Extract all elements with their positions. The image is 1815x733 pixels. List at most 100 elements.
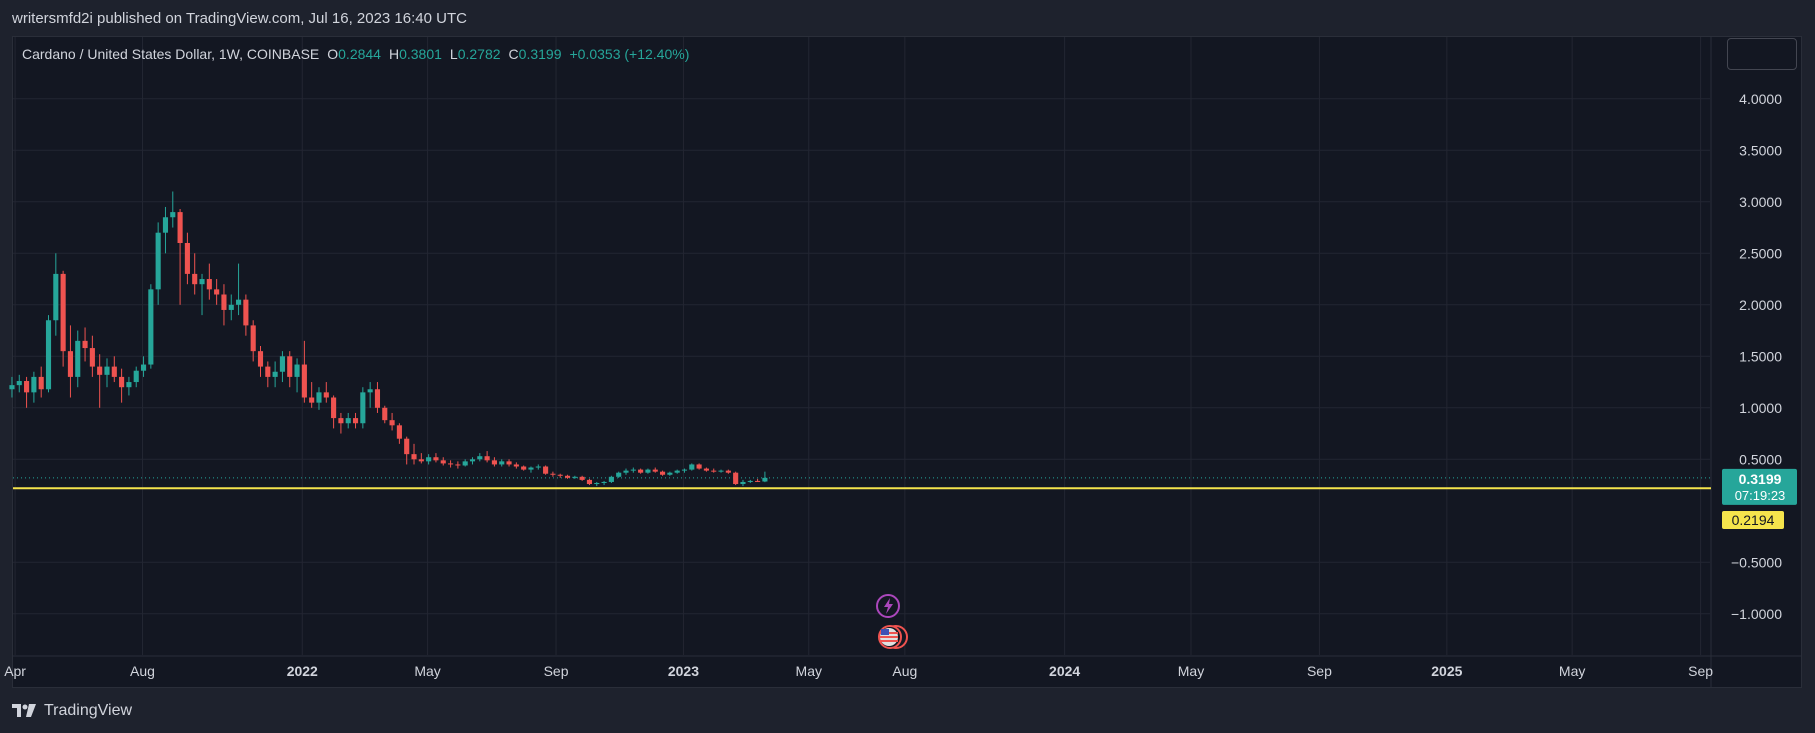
candle-body	[31, 376, 37, 393]
hline-price-label: 0.2194	[1732, 512, 1775, 528]
candle-body	[557, 474, 563, 476]
brand-label: TradingView	[44, 701, 133, 719]
candle-body	[667, 472, 673, 475]
tradingview-logo[interactable]: TradingView	[12, 702, 132, 720]
candle-body	[38, 376, 44, 390]
candle-body	[696, 464, 702, 469]
candle-body	[148, 289, 154, 365]
close-key: C	[508, 46, 519, 62]
chart-toolbar-button[interactable]	[1727, 38, 1797, 70]
candle-body	[133, 370, 139, 383]
candle-body	[762, 477, 768, 482]
header-bar: writersmfd2i published on TradingView.co…	[0, 0, 1815, 36]
chart-legend: Cardano / United States Dollar, 1W, COIN…	[22, 46, 689, 62]
candle-body	[16, 381, 22, 386]
candle-body	[155, 232, 161, 290]
y-axis: −1.0000 −0.5000 0.5000 1.0000 1.5000 2.0000 2.…	[1731, 91, 1782, 622]
candle-body	[521, 466, 527, 470]
x-tick-label: 2025	[1431, 663, 1462, 679]
symbol-title: Cardano / United States Dollar, 1W, COIN…	[22, 46, 320, 62]
high-key: H	[388, 46, 400, 62]
y-tick-label: 1.0000	[1739, 400, 1782, 416]
candle-body	[477, 456, 483, 460]
candle-body	[9, 385, 15, 390]
candle-body	[579, 476, 585, 480]
candle-body	[733, 472, 739, 485]
candle-body	[257, 351, 264, 367]
candle-body	[652, 469, 658, 472]
chart-area[interactable]	[12, 36, 1802, 688]
candle-body	[221, 294, 227, 310]
candle-body	[119, 376, 125, 388]
us-flag-icon[interactable]	[878, 625, 908, 649]
candle-body	[645, 469, 651, 473]
x-tick-label: Apr	[4, 663, 26, 679]
candle-body	[243, 299, 249, 326]
candle-body	[469, 459, 476, 462]
x-tick-label: 2023	[668, 663, 699, 679]
candle-body	[528, 467, 534, 470]
x-tick-label: Sep	[1688, 663, 1713, 679]
candle-body	[67, 351, 73, 377]
candle-body	[82, 340, 88, 349]
candle-body	[104, 366, 110, 375]
candle-body	[279, 356, 285, 372]
hline-price-badge	[1722, 511, 1784, 529]
candle-body	[250, 325, 256, 352]
x-tick-label: 2022	[287, 663, 318, 679]
candle-body	[594, 482, 600, 485]
candle-body	[623, 470, 629, 473]
candle-body	[316, 392, 322, 403]
candle-body	[309, 397, 315, 403]
candle-body	[60, 273, 66, 352]
candle-body	[601, 481, 607, 483]
candle-body	[506, 461, 512, 465]
open-key: O	[327, 46, 339, 62]
x-axis: Apr Aug 2022 May Sep 2023 May Aug 2024 May Sep 2025…	[4, 663, 1713, 679]
candle-body	[199, 279, 205, 285]
grid-layer	[13, 37, 1801, 688]
y-tick-label: −0.5000	[1731, 554, 1782, 570]
candle-body	[294, 364, 300, 377]
y-tick-label: 1.5000	[1739, 348, 1782, 364]
candle-body	[630, 469, 636, 471]
candle-body	[740, 481, 746, 485]
candle-body	[162, 217, 169, 233]
horizontal-line-layer	[13, 477, 1711, 490]
candle-body	[616, 472, 622, 477]
candle-body	[338, 418, 344, 424]
candle-body	[572, 476, 578, 478]
x-tick-label: May	[1559, 663, 1585, 679]
candle-body	[352, 418, 359, 424]
candle-body	[301, 364, 307, 398]
candle-body	[192, 273, 198, 285]
candle-body	[214, 289, 220, 295]
candle-body	[689, 464, 695, 470]
tradingview-logo-icon	[12, 703, 36, 717]
candle-body	[418, 459, 424, 462]
candle-body	[448, 463, 454, 465]
candle-body	[97, 366, 103, 375]
x-tick-label: May	[796, 663, 822, 679]
lightning-icon[interactable]	[876, 594, 900, 618]
y-tick-label: 3.0000	[1739, 194, 1782, 210]
candle-body	[455, 464, 461, 466]
candle-body	[462, 461, 468, 466]
candle-body	[484, 456, 490, 461]
candle-body	[367, 389, 373, 393]
candle-body	[389, 420, 395, 426]
candle-body	[638, 469, 644, 473]
candle-body	[755, 480, 761, 482]
candle-body	[608, 476, 614, 482]
candle-body	[170, 212, 176, 218]
candle-body	[550, 473, 556, 475]
candle-body	[440, 460, 446, 464]
candle-body	[711, 470, 717, 472]
candle-body	[564, 475, 571, 478]
candle-body	[45, 320, 52, 390]
last-price-label: 0.3199	[1739, 471, 1782, 487]
candle-body	[126, 382, 132, 388]
candle-body	[184, 243, 190, 274]
candle-body	[433, 457, 439, 461]
